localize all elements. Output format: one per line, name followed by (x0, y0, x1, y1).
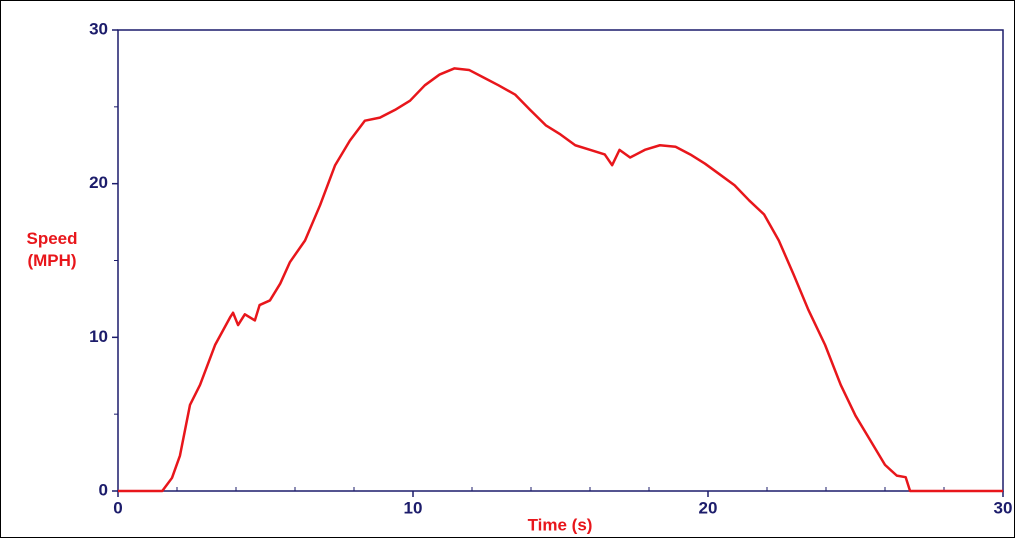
plot-frame (117, 29, 1004, 492)
x-tick-label: 10 (404, 498, 423, 517)
x-tick-label: 20 (699, 498, 718, 517)
speed-line (118, 67, 1003, 493)
x-tick-label: 30 (994, 498, 1013, 517)
y-tick-label: 0 (99, 480, 108, 499)
y-tick-label: 10 (89, 327, 108, 346)
x-axis-label: Time (s) (528, 515, 593, 534)
x-tick-label: 0 (113, 498, 122, 517)
y-tick-label: 20 (89, 173, 108, 192)
y-axis-label: Speed (MPH) (26, 229, 78, 270)
y-tick-label: 30 (89, 19, 108, 38)
